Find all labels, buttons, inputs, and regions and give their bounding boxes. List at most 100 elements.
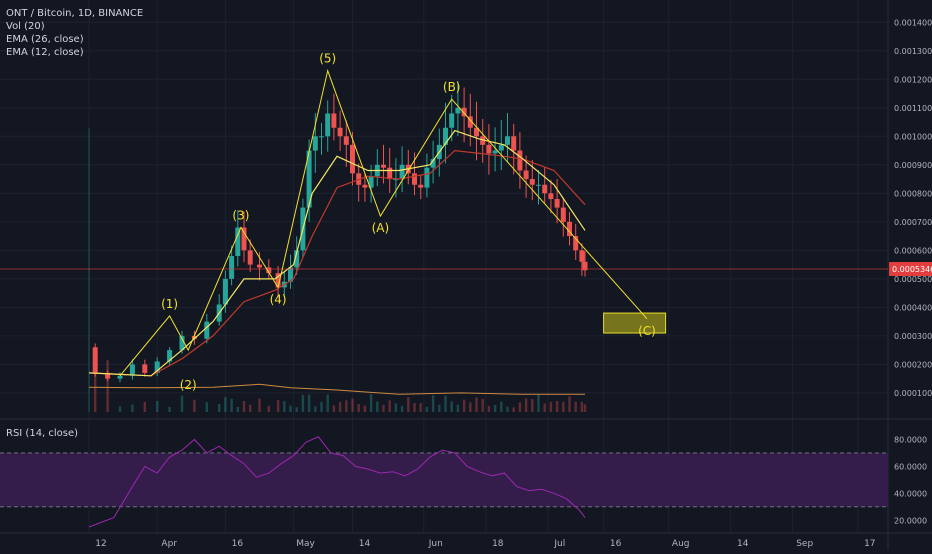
- candle-body: [275, 273, 281, 288]
- volume-bar: [419, 403, 422, 412]
- volume-bar: [338, 402, 342, 412]
- candle-body: [129, 364, 135, 376]
- candle-body: [393, 179, 399, 181]
- volume-bar: [205, 402, 208, 412]
- volume-bar: [193, 399, 196, 412]
- volume-bar: [562, 401, 565, 412]
- volume-bar: [500, 401, 503, 412]
- volume-bar: [462, 399, 466, 412]
- candle-body: [424, 167, 430, 188]
- candle-body: [105, 372, 111, 379]
- rsi-band: [0, 452, 888, 507]
- candle-body: [179, 335, 185, 351]
- candle-body: [505, 136, 510, 145]
- candle-body: [229, 256, 235, 279]
- candle-body: [288, 267, 293, 282]
- candle-body: [266, 267, 272, 274]
- time-axis-tick: 16: [610, 539, 622, 549]
- volume-bar: [450, 401, 453, 412]
- time-axis-tick: Aug: [672, 539, 690, 549]
- time-axis-tick: 14: [359, 539, 371, 549]
- volume-bar: [301, 394, 305, 412]
- time-axis-tick: May: [296, 539, 315, 549]
- rsi-legend[interactable]: RSI (14, close): [6, 428, 79, 439]
- candle-body: [368, 176, 374, 188]
- candle-body: [548, 193, 554, 200]
- volume-bar: [94, 361, 97, 412]
- time-axis-tick: Sep: [796, 539, 813, 549]
- target-zone-box: [603, 312, 667, 334]
- time-axis-tick: Apr: [161, 539, 177, 549]
- candle-body: [337, 127, 343, 137]
- volume-bar: [549, 401, 553, 412]
- candle-body: [167, 350, 173, 362]
- volume-bar: [456, 404, 460, 412]
- volume-bar: [106, 360, 109, 412]
- volume-bar: [543, 403, 546, 412]
- candle-body: [241, 227, 247, 251]
- time-axis-tick: 12: [95, 539, 106, 549]
- volume-bar: [475, 397, 478, 412]
- candle-body: [449, 113, 455, 128]
- indicator-vol[interactable]: Vol (20): [6, 21, 45, 32]
- candle-body: [486, 144, 492, 154]
- candle-body: [480, 136, 486, 145]
- candle-body: [492, 150, 498, 154]
- volume-bar: [444, 395, 447, 412]
- rsi-axis-tick: 40.0000: [894, 489, 927, 498]
- candle-body: [92, 347, 98, 373]
- candle-body: [222, 278, 228, 305]
- current-price-tag: [889, 261, 932, 276]
- candle-body: [582, 261, 588, 271]
- candle-body: [142, 364, 148, 373]
- candle-body: [430, 159, 436, 168]
- wave-label: (2): [180, 378, 197, 392]
- volume-bar: [156, 400, 159, 412]
- candle-body: [257, 264, 262, 268]
- rsi-axis-tick: 80.0000: [894, 435, 927, 444]
- indicator-ema12[interactable]: EMA (12, close): [6, 47, 84, 58]
- price-axis-tick: 0.0014000: [894, 18, 932, 27]
- time-axis-tick: 16: [232, 539, 244, 549]
- wave-label: (5): [319, 52, 336, 66]
- volume-bar: [487, 406, 491, 412]
- ema26-line: [88, 149, 586, 377]
- volume-bar: [224, 397, 227, 412]
- candle-body: [455, 107, 461, 114]
- volume-bar: [493, 404, 497, 412]
- candle-body: [529, 179, 535, 185]
- rsi-axis-tick: 60.0000: [894, 462, 927, 471]
- volume-bar: [118, 406, 122, 412]
- volume-bar: [314, 406, 317, 412]
- volume-bar: [332, 405, 336, 412]
- elliott-wave-path: [119, 68, 648, 377]
- time-axis-tick: Jun: [428, 539, 443, 549]
- volume-bar: [351, 398, 354, 412]
- volume-bar: [512, 407, 515, 412]
- volume-bar: [531, 398, 534, 412]
- candle-body: [498, 144, 504, 151]
- candle-body: [381, 164, 386, 168]
- time-axis-tick: Jul: [553, 539, 565, 549]
- volume-bar: [143, 401, 146, 412]
- symbol-line[interactable]: ONT / Bitcoin, 1D, BINANCE: [6, 8, 144, 19]
- volume-bar: [230, 398, 233, 412]
- wave-label: (4): [270, 292, 287, 306]
- candle-body: [154, 361, 160, 373]
- candle-body: [387, 167, 393, 180]
- candle-body: [204, 321, 210, 339]
- candle-body: [536, 184, 541, 186]
- wave-label: (B): [443, 80, 461, 94]
- candle-body: [567, 221, 572, 237]
- indicator-ema26[interactable]: EMA (26, close): [6, 34, 84, 45]
- candle-body: [579, 250, 585, 262]
